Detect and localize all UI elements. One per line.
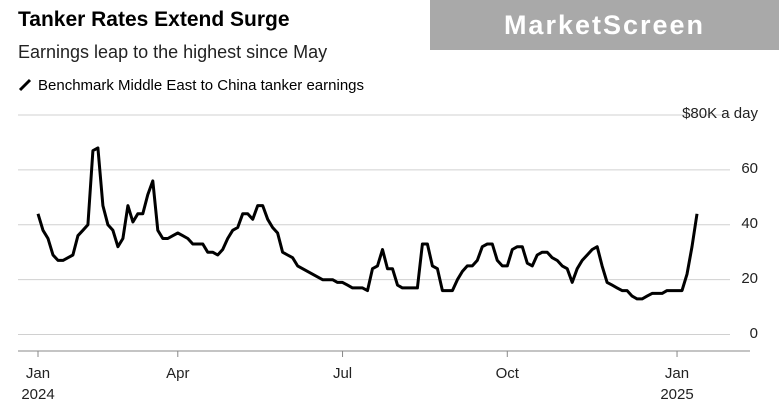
x-tick-label: Oct <box>495 365 519 382</box>
series-line <box>36 146 699 301</box>
y-tick-label: $80K a day <box>682 105 758 122</box>
x-tick-label: Jan 2025 <box>660 365 694 403</box>
y-tick-label: 40 <box>741 214 758 232</box>
chart-subtitle: Earnings leap to the highest since May <box>18 42 328 62</box>
watermark: MarketScreen <box>430 0 779 50</box>
chart-title: Tanker Rates Extend Surge <box>18 8 290 31</box>
legend: Benchmark Middle East to China tanker ea… <box>18 77 364 94</box>
y-tick-label: 0 <box>749 324 758 342</box>
x-tick-label: Jul <box>332 365 353 382</box>
x-tick-label: Apr <box>166 365 190 382</box>
legend-swatch <box>18 78 32 92</box>
y-tick-label: 20 <box>741 269 758 287</box>
y-tick-label: 60 <box>741 159 758 177</box>
x-tick-label: Jan 2024 <box>21 365 55 403</box>
legend-label: Benchmark Middle East to China tanker ea… <box>38 77 365 94</box>
